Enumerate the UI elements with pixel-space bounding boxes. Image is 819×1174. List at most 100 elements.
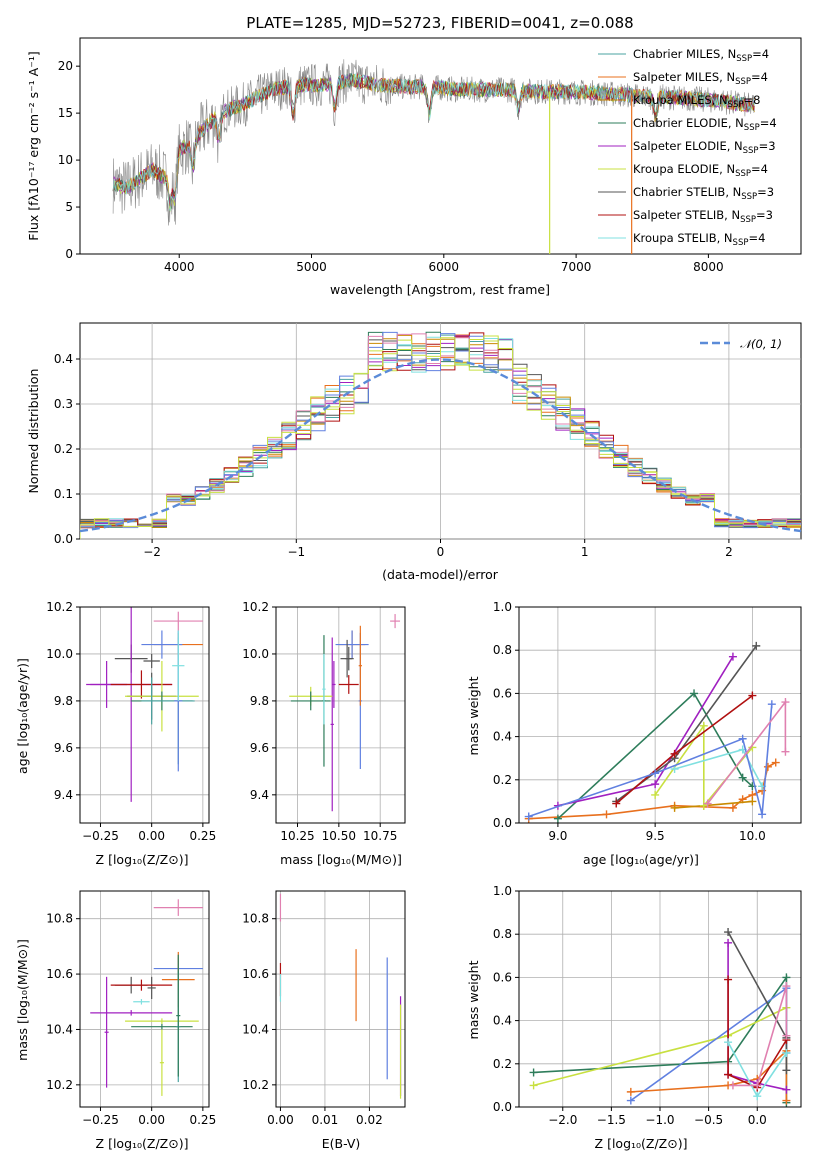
errorbar-point	[141, 630, 183, 659]
y-tick-label: 0.4	[54, 352, 73, 366]
mass-weight-marker	[781, 747, 790, 756]
x-tick-label: 0.00	[267, 1113, 294, 1127]
mass-vs-metallicity-xlabel: Z [log₁₀(Z/Z⊙)]	[96, 1136, 189, 1151]
y-tick-label: 20	[58, 59, 73, 73]
model-spectrum-line	[112, 74, 755, 212]
spectrum-plot: 4000 5000 6000 7000 8000 0 5 10 15 20 Chabrier MIL…	[58, 47, 777, 274]
mass-weight-marker	[553, 814, 562, 823]
y-tick-label: 10.0	[242, 647, 269, 661]
y-tick-label: 10.0	[46, 647, 73, 661]
massweight-vs-age-ylabel: mass weight	[466, 676, 481, 755]
axes-frame	[275, 890, 406, 1108]
x-tick-label: 5000	[296, 260, 327, 274]
mass-weight-marker	[782, 1049, 791, 1057]
residuals-plot: −2 −1 0 1 2 0.0 0.1 0.2 0.3 0.4 𝒩(0, 1)	[54, 323, 802, 559]
y-tick-label: 0	[65, 247, 73, 261]
mass-weight-marker	[529, 1068, 538, 1077]
x-tick-label: 7000	[561, 260, 592, 274]
mass-weight-marker	[748, 691, 757, 700]
axes-frame	[518, 890, 802, 1108]
y-tick-label: 10.4	[242, 1022, 269, 1036]
mass-weight-line	[706, 699, 787, 805]
x-tick-label: −0.25	[82, 829, 119, 843]
age-vs-metallicity-xlabel: Z [log₁₀(Z/Z⊙)]	[96, 852, 189, 867]
massweight-vs-metallicity-ylabel: mass weight	[466, 960, 481, 1039]
mass-weight-marker	[771, 758, 780, 767]
x-tick-label: 1	[581, 545, 589, 559]
mass-weight-marker	[758, 810, 767, 819]
errorbar-point	[133, 999, 150, 1005]
y-tick-label: 9.4	[250, 788, 269, 802]
spectrum-xlabel: wavelength [Angstrom, rest frame]	[330, 282, 550, 297]
mass-weight-marker	[767, 700, 776, 709]
mass-weight-marker	[782, 1031, 791, 1040]
mass-vs-metallicity-plot: −0.25 0.00 0.25 10.2 10.4 10.6 10.8	[46, 890, 216, 1127]
mass-weight-marker	[781, 698, 790, 707]
errorbar-point	[110, 979, 173, 991]
x-tick-label: 0.01	[312, 1113, 339, 1127]
residuals-xlabel: (data-model)/error	[382, 567, 499, 582]
age-vs-mass-plot: 10.25 10.50 10.75 9.4 9.6 9.8 10.0 10.2	[242, 600, 406, 843]
legend-entry: Salpeter ELODIE, NSSP=3	[633, 139, 776, 156]
mass-weight-marker	[782, 973, 791, 982]
legend-entry: Kroupa MILES, NSSP=8	[633, 93, 760, 110]
axes-frame	[79, 890, 210, 1108]
axes-frame	[275, 606, 406, 824]
y-tick-label: 10.6	[242, 967, 269, 981]
mass-weight-line	[528, 704, 773, 818]
errorbar-point	[390, 614, 401, 629]
y-tick-label: 0.6	[493, 686, 512, 700]
x-tick-label: 8000	[693, 260, 724, 274]
x-tick-label: −1.0	[645, 1113, 674, 1127]
errorbar-point	[143, 653, 160, 669]
y-tick-label: 10.8	[46, 912, 73, 926]
spectrum-panel: 4000 5000 6000 7000 8000 0 5 10 15 20 Chabrier MIL…	[26, 37, 802, 297]
y-tick-label: 0.3	[54, 397, 73, 411]
y-tick-label: 10.2	[46, 1078, 73, 1092]
mass-weight-marker	[753, 1081, 762, 1090]
y-tick-label: 9.6	[54, 741, 73, 755]
errorbar-point	[358, 625, 362, 706]
axes-frame	[518, 606, 802, 824]
y-tick-label: 0.0	[493, 816, 512, 830]
y-tick-label: 0.0	[493, 1100, 512, 1114]
model-spectrum-line	[112, 73, 755, 209]
axes-frame	[79, 606, 210, 824]
errorbar-point	[153, 611, 203, 631]
mass-vs-ebv-plot: 0.00 0.01 0.02 10.2 10.4 10.6 10.8	[242, 890, 406, 1127]
x-tick-label: 0.00	[138, 1113, 165, 1127]
mass-weight-marker	[724, 938, 733, 947]
mass-weight-marker	[690, 689, 699, 698]
spectrum-ylabel: Flux [fλ10⁻¹⁷ erg cm⁻² s⁻¹ A⁻¹]	[26, 51, 41, 240]
mass-weight-marker	[626, 1096, 635, 1105]
legend-entry: Chabrier STELIB, NSSP=3	[633, 185, 774, 202]
errorbar-point	[90, 1010, 173, 1016]
y-tick-label: 10.4	[46, 1022, 73, 1036]
x-tick-label: −0.25	[82, 1113, 119, 1127]
x-tick-label: 0.0	[748, 1113, 767, 1127]
mass-weight-marker	[738, 773, 747, 782]
residual-histogram-step	[80, 335, 801, 539]
y-tick-label: 0.8	[493, 927, 512, 941]
legend-entry: Chabrier MILES, NSSP=4	[633, 47, 769, 64]
mass-weight-marker	[728, 1081, 737, 1090]
mass-weight-marker	[651, 769, 660, 778]
x-tick-label: 4000	[164, 260, 195, 274]
legend-entry: Kroupa ELODIE, NSSP=4	[633, 162, 768, 179]
y-tick-label: 0.2	[493, 1057, 512, 1071]
x-tick-label: 0.02	[356, 1113, 383, 1127]
y-tick-label: 10	[58, 153, 73, 167]
x-tick-label: 0	[437, 545, 445, 559]
age-vs-metallicity-plot: −0.25 0.00 0.25 9.4 9.6 9.8 10.0 10.2	[46, 600, 216, 843]
y-tick-label: 0.0	[54, 532, 73, 546]
mass-weight-line	[674, 748, 763, 787]
mass-weight-marker	[753, 1092, 762, 1101]
x-tick-label: 10.50	[322, 829, 356, 843]
errorbar-point	[322, 653, 326, 725]
errorbar-point	[104, 976, 109, 1088]
mass-weight-marker	[524, 812, 533, 821]
x-tick-label: 10.25	[280, 829, 314, 843]
errorbar-point	[176, 954, 181, 1077]
y-tick-label: 0.2	[54, 442, 73, 456]
